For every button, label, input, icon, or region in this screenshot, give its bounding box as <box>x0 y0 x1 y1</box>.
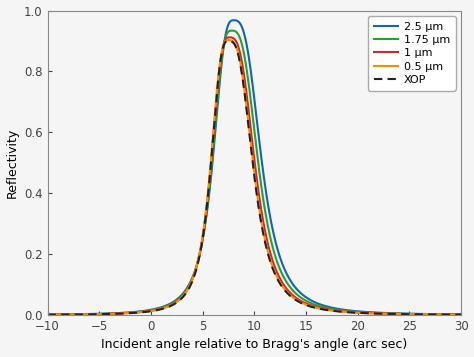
Line: 0.5 μm: 0.5 μm <box>47 40 461 315</box>
2.5 μm <box>458 312 464 317</box>
1 μm <box>92 312 98 316</box>
2.5 μm <box>117 311 122 315</box>
1 μm <box>450 312 456 317</box>
2.5 μm <box>92 312 98 316</box>
1.75 μm <box>203 213 209 218</box>
XOP <box>117 312 122 316</box>
0.5 μm <box>221 41 227 46</box>
XOP <box>450 312 456 317</box>
1 μm <box>117 311 122 316</box>
XOP <box>406 312 411 316</box>
1.75 μm <box>45 312 50 317</box>
1.75 μm <box>458 312 464 317</box>
Legend: 2.5 μm, 1.75 μm, 1 μm, 0.5 μm, XOP: 2.5 μm, 1.75 μm, 1 μm, 0.5 μm, XOP <box>368 16 456 91</box>
1 μm <box>458 312 464 317</box>
2.5 μm <box>231 18 237 22</box>
1 μm <box>221 41 227 45</box>
Line: 1 μm: 1 μm <box>47 37 461 315</box>
0.5 μm <box>226 38 231 42</box>
1.75 μm <box>450 312 456 317</box>
1.75 μm <box>92 312 98 316</box>
XOP <box>203 211 209 215</box>
2.5 μm <box>203 216 209 220</box>
XOP <box>45 313 50 317</box>
Line: 2.5 μm: 2.5 μm <box>47 20 461 315</box>
1 μm <box>45 312 50 317</box>
0.5 μm <box>45 313 50 317</box>
2.5 μm <box>45 312 50 317</box>
1.75 μm <box>117 311 122 315</box>
2.5 μm <box>221 41 227 46</box>
1.75 μm <box>221 41 227 46</box>
1 μm <box>227 35 232 40</box>
2.5 μm <box>450 312 456 317</box>
XOP <box>458 312 464 317</box>
Line: XOP: XOP <box>47 41 461 315</box>
Line: 1.75 μm: 1.75 μm <box>47 31 461 315</box>
0.5 μm <box>203 207 209 211</box>
1.75 μm <box>406 312 411 316</box>
X-axis label: Incident angle relative to Bragg's angle (arc sec): Incident angle relative to Bragg's angle… <box>101 338 408 351</box>
XOP <box>226 39 231 43</box>
2.5 μm <box>406 312 411 316</box>
1.75 μm <box>229 29 235 33</box>
0.5 μm <box>92 312 98 316</box>
1 μm <box>406 312 411 316</box>
0.5 μm <box>458 312 464 317</box>
0.5 μm <box>117 311 122 316</box>
0.5 μm <box>406 312 411 316</box>
0.5 μm <box>450 312 456 317</box>
Y-axis label: Reflectivity: Reflectivity <box>6 128 18 198</box>
XOP <box>92 312 98 316</box>
1 μm <box>203 210 209 214</box>
XOP <box>221 42 227 47</box>
